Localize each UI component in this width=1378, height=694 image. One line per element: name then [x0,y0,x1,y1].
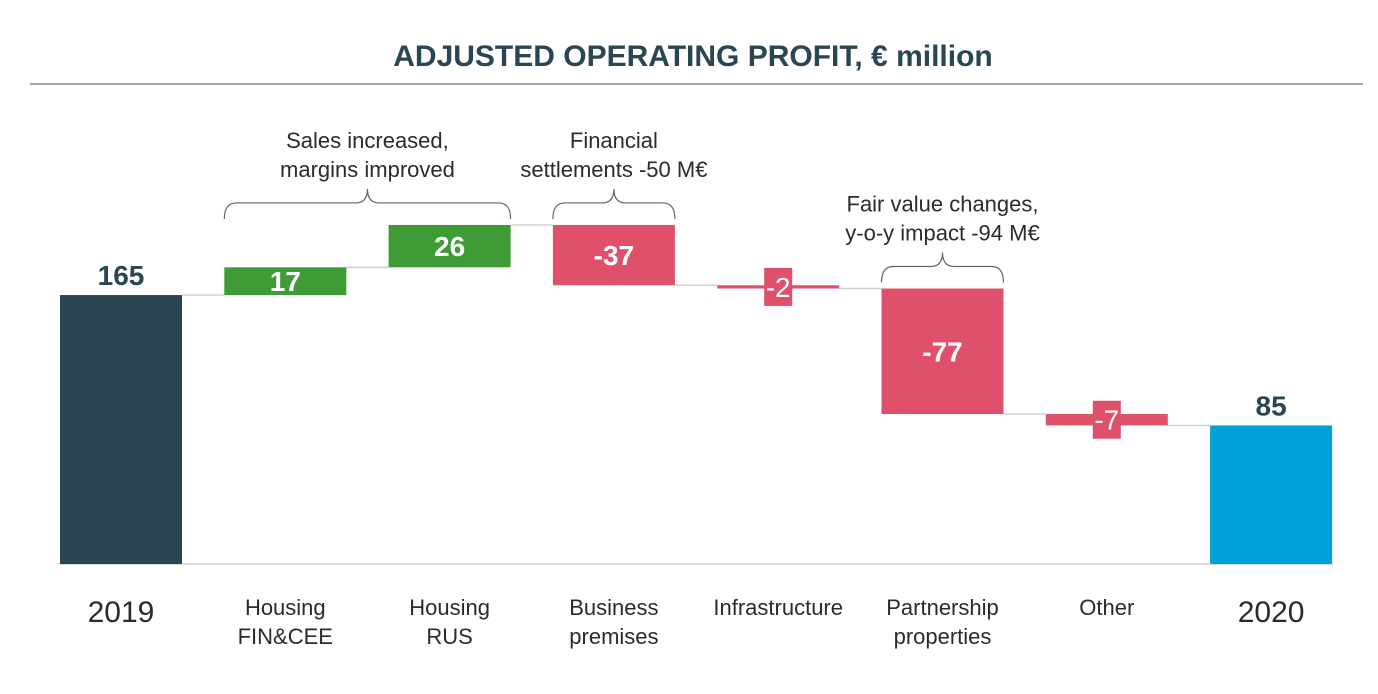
category-label: Other [1079,595,1134,620]
value-label: 26 [434,231,465,262]
value-label: -37 [594,240,634,271]
annotation-text: Fair value changes, y-o-y impact -94 M€ [845,192,1039,246]
annotation-brace [223,188,512,219]
bar-business-premises [552,224,675,286]
value-label: 165 [98,260,145,291]
value-label-box [764,267,793,306]
value-label: 85 [1256,390,1287,421]
chart-title: ADJUSTED OPERATING PROFIT, € million [393,40,993,73]
value-label: -2 [766,272,791,303]
annotation-brace [552,188,676,219]
category-label: Business premises [569,595,658,649]
bar-2019 [60,295,182,564]
annotations-group: Sales increased, margins improved Financia… [223,128,1040,283]
value-label: -77 [922,336,962,367]
category-label: Housing FIN&CEE [238,595,333,649]
category-label: 2020 [1238,596,1305,629]
value-label: 17 [270,266,301,297]
category-label: Housing RUS [409,595,490,649]
bar-partnership-properties [881,288,1004,415]
category-label: 2019 [88,596,155,629]
category-label: Infrastructure [713,595,843,620]
category-label: Partnership properties [886,595,999,649]
value-label-box [1092,400,1121,439]
value-labels-group: 165 17 26 -37 -2 -77 -7 85 [98,231,1287,439]
annotation-text: Sales increased, margins improved [280,128,455,182]
bar-housing-rus [388,224,511,268]
bar-2020 [1210,425,1333,564]
annotation-text: Financial settlements -50 M€ [520,128,707,182]
bar-housing-fin-cee [224,267,347,296]
annotation-brace [880,252,1005,283]
bars-group [60,224,1333,564]
connector-lines [182,224,1211,427]
category-labels-group: 2019 Housing FIN&CEE Housing RUS Business prem… [88,595,1305,649]
value-label: -7 [1094,405,1119,436]
